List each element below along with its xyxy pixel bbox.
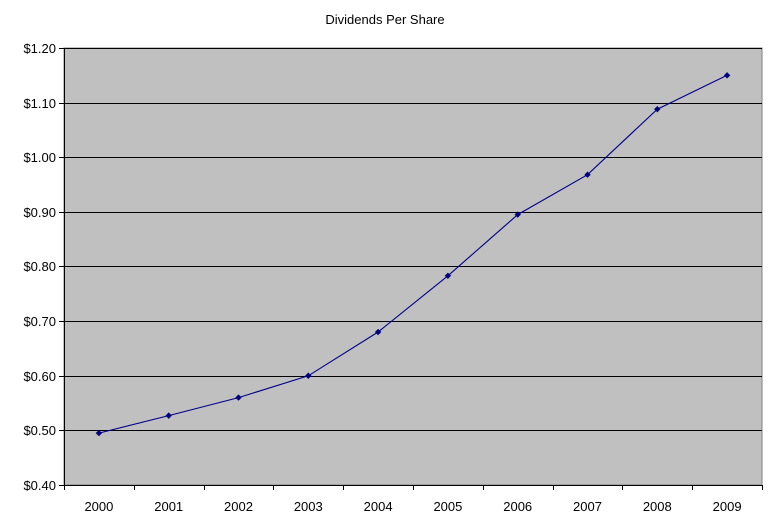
y-tick-label: $0.80 xyxy=(23,259,56,274)
x-tick-label: 2003 xyxy=(294,499,323,514)
x-tick-label: 2005 xyxy=(433,499,462,514)
x-tick-label: 2006 xyxy=(503,499,532,514)
data-point-marker xyxy=(723,72,731,79)
series-line xyxy=(98,74,728,434)
x-tick-label: 2009 xyxy=(713,499,742,514)
y-tick-label: $1.20 xyxy=(23,41,56,56)
data-point-marker xyxy=(514,211,521,218)
x-tick-label: 2002 xyxy=(224,499,253,514)
data-point-marker xyxy=(235,394,242,401)
x-tick-label: 2001 xyxy=(154,499,183,514)
x-tick-label: 2007 xyxy=(573,499,602,514)
x-tick-label: 2008 xyxy=(643,499,672,514)
x-tick-label: 2000 xyxy=(84,499,113,514)
x-tick-label: 2004 xyxy=(364,499,393,514)
data-point-marker xyxy=(165,412,172,419)
y-tick-label: $0.40 xyxy=(23,478,56,493)
data-point-marker xyxy=(374,328,382,336)
y-axis-tick-labels: $0.40 $0.50 $0.60 $0.70 $0.80 $0.90 $1.00 $1.10… xyxy=(23,41,56,493)
y-tick-label: $1.10 xyxy=(23,96,56,111)
data-point-marker xyxy=(654,105,661,113)
series xyxy=(95,72,731,437)
axes xyxy=(59,48,763,490)
data-point-marker xyxy=(584,171,591,178)
y-tick-label: $0.50 xyxy=(23,423,56,438)
data-point-marker xyxy=(305,372,312,379)
y-tick-label: $0.70 xyxy=(23,314,56,329)
data-point-marker xyxy=(444,272,452,279)
gridlines xyxy=(64,48,762,431)
x-axis-tick-labels: 2000 2001 2002 2003 2004 2005 2006 2007 2008 2009 xyxy=(84,499,741,514)
data-point-marker xyxy=(95,429,103,437)
y-tick-label: $1.00 xyxy=(23,150,56,165)
y-tick-label: $0.90 xyxy=(23,205,56,220)
chart-title: Dividends Per Share xyxy=(325,12,444,27)
y-tick-label: $0.60 xyxy=(23,369,56,384)
